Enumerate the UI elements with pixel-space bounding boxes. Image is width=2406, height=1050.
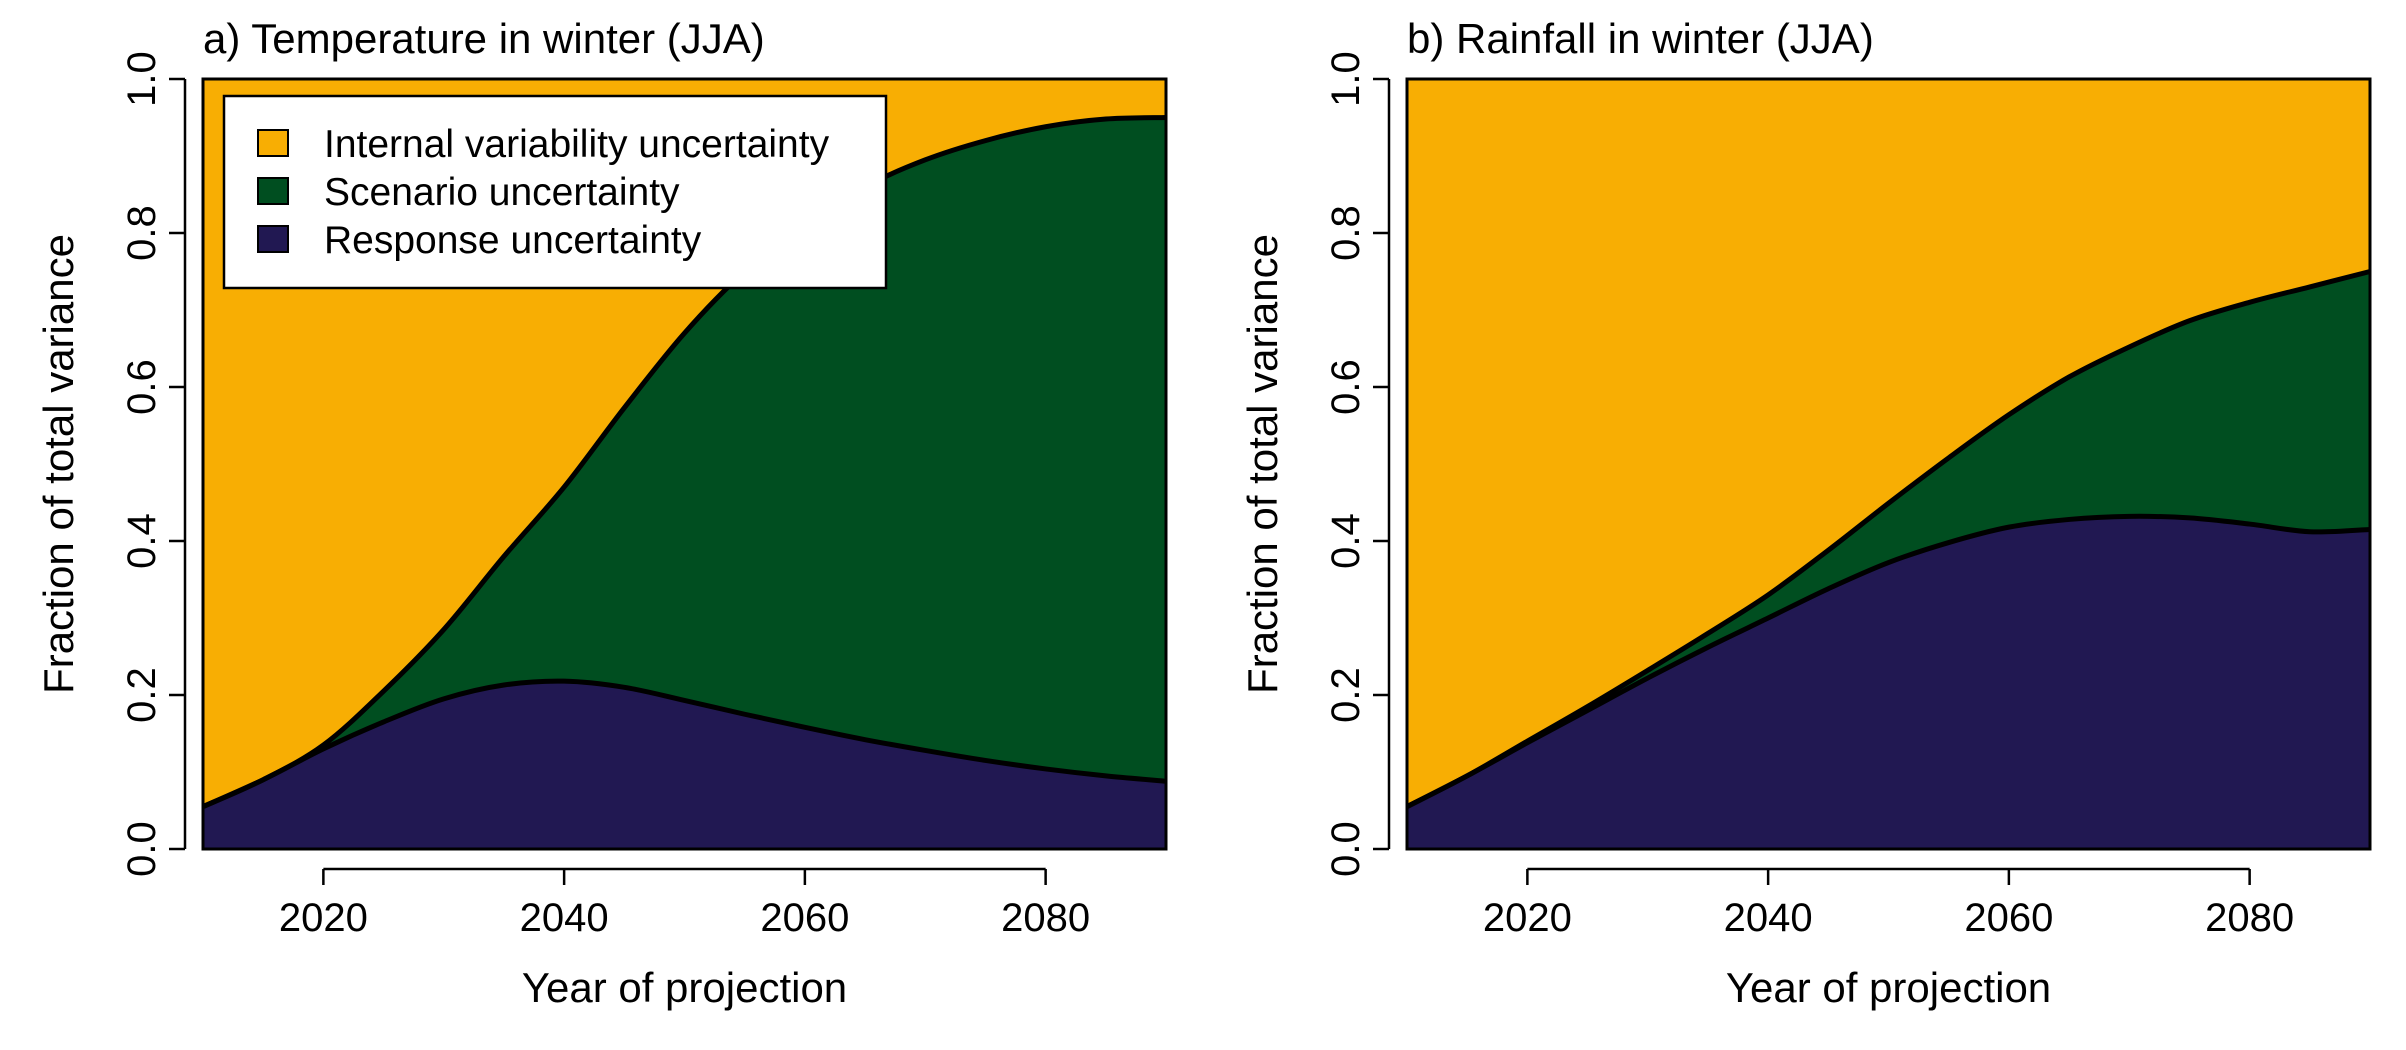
area-response — [1407, 516, 2370, 849]
x-tick-label: 2020 — [279, 896, 368, 940]
x-tick-label: 2020 — [1483, 896, 1572, 940]
y-tick-label: 1.0 — [1324, 51, 1368, 107]
legend-label-internal: Internal variability uncertainty — [324, 123, 830, 166]
panel-title: a) Temperature in winter (JJA) — [203, 15, 765, 62]
boundary-layer — [1405, 269, 2371, 809]
legend-box — [222, 94, 888, 290]
x-axis-label: Year of projection — [1726, 964, 2051, 1011]
legend-swatch-internal — [257, 129, 289, 157]
legend-swatch-response — [257, 225, 289, 253]
boundary-line-response — [201, 678, 1167, 809]
x-tick-label: 2040 — [520, 896, 609, 940]
y-tick-label: 0.4 — [1324, 513, 1368, 569]
area-scenario — [203, 117, 1166, 807]
y-tick-label: 0.6 — [1324, 359, 1368, 415]
boundary-layer — [201, 115, 1167, 809]
y-tick-label: 0.8 — [120, 205, 164, 261]
plot-frame — [1405, 77, 2372, 851]
y-tick-label: 0.0 — [1324, 821, 1368, 877]
panel-title: b) Rainfall in winter (JJA) — [1407, 15, 1874, 62]
y-tick-label: 1.0 — [120, 51, 164, 107]
panel-temperature: 2020 2040 2060 2080 0.0 0.2 0.4 0.6 0.8 1.0 a) Te… — [35, 15, 1168, 1011]
y-axis-label: Fraction of total variance — [35, 234, 82, 694]
y-tick-label: 0.2 — [120, 667, 164, 723]
y-tick-label: 0.4 — [120, 513, 164, 569]
plot-frame — [201, 77, 1168, 851]
boundary-line-scenario — [1405, 269, 2371, 809]
legend-swatch-scenario — [257, 177, 289, 205]
area-internal — [1407, 79, 2370, 807]
area-layer — [1407, 79, 2370, 849]
axes-group: 2020 2040 2060 2080 0.0 0.2 0.4 0.6 0.8 1.0 — [1324, 51, 2294, 940]
panel-rainfall: 2020 2040 2060 2080 0.0 0.2 0.4 0.6 0.8 1.0 b) Ra… — [1239, 15, 2372, 1011]
x-tick-label: 2080 — [1001, 896, 1090, 940]
y-tick-label: 0.6 — [120, 359, 164, 415]
y-tick-label: 0.2 — [1324, 667, 1368, 723]
axes-group: 2020 2040 2060 2080 0.0 0.2 0.4 0.6 0.8 1.0 — [120, 51, 1090, 940]
x-axis-label: Year of projection — [522, 964, 847, 1011]
x-tick-label: 2040 — [1724, 896, 1813, 940]
x-tick-label: 2060 — [1964, 896, 2053, 940]
legend-label-response: Response uncertainty — [324, 219, 702, 262]
x-tick-label: 2080 — [2205, 896, 2294, 940]
x-tick-label: 2060 — [760, 896, 849, 940]
legend: Internal variability uncertainty Scenari… — [222, 94, 888, 290]
y-tick-label: 0.0 — [120, 821, 164, 877]
boundary-line-scenario — [201, 115, 1167, 809]
legend-label-scenario: Scenario uncertainty — [324, 171, 680, 214]
y-tick-label: 0.8 — [1324, 205, 1368, 261]
y-axis-label: Fraction of total variance — [1239, 234, 1286, 694]
area-response — [203, 681, 1166, 849]
